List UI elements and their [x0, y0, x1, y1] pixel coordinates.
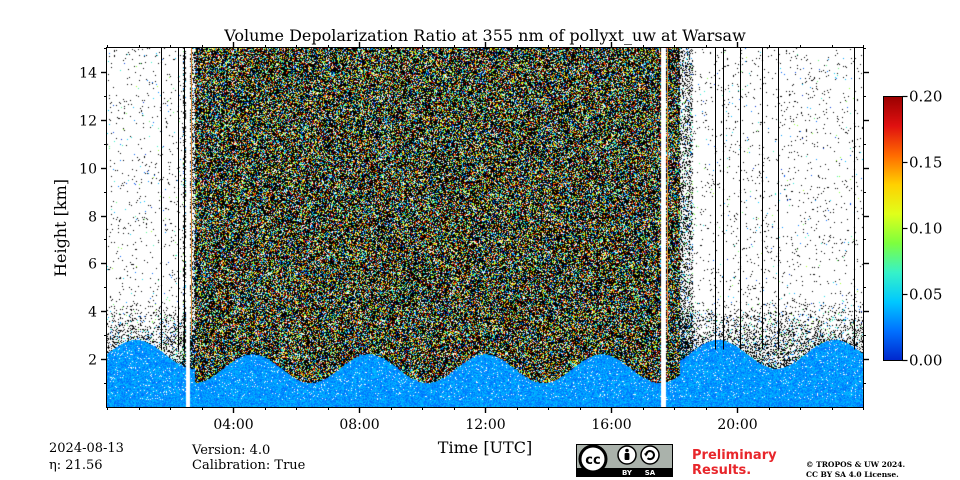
cc-icon — [578, 444, 608, 474]
y-tick-label: 12 — [79, 114, 97, 130]
x-tick-label: 20:00 — [717, 417, 757, 433]
colorbar-tick-label: 0.10 — [909, 220, 942, 238]
colorbar-tick-label: 0.05 — [909, 286, 942, 304]
cc-letters: cc — [585, 453, 600, 468]
calibration-label: Calibration: True — [192, 458, 306, 473]
x-tick-label: 08:00 — [339, 417, 379, 433]
profile-lines — [161, 48, 855, 350]
heatmap-image — [107, 48, 863, 407]
y-axis-label: Height [km] — [51, 179, 70, 277]
eta-label: η: 21.56 — [49, 458, 103, 473]
x-tick-label: 12:00 — [465, 417, 505, 433]
y-tick-label: 4 — [88, 305, 97, 321]
x-axis-ticks: 04:00 08:00 12:00 16:00 20:00 — [107, 42, 864, 433]
x-tick-label: 16:00 — [591, 417, 631, 433]
colorbar-tick-label: 0.20 — [909, 88, 942, 106]
colorbar-tick-label: 0.15 — [909, 154, 942, 172]
license-text[interactable]: © TROPOS & UW 2024. CC BY SA 4.0 License… — [806, 460, 906, 479]
sa-label: SA — [645, 469, 656, 477]
colorbar-ticks: 0.00 0.05 0.10 0.15 0.20 — [902, 88, 942, 370]
sa-icon — [640, 445, 660, 465]
cc-by-sa-badge[interactable]: cc BY SA — [576, 444, 673, 477]
by-label: BY — [622, 469, 633, 477]
x-axis-label: Time [UTC] — [438, 438, 532, 457]
y-axis-ticks: 2 4 6 8 10 12 14 — [79, 48, 869, 384]
y-tick-label: 8 — [88, 210, 97, 226]
y-tick-label: 6 — [88, 257, 97, 273]
y-tick-label: 10 — [79, 162, 97, 178]
y-tick-label: 2 — [88, 353, 97, 369]
colorbar-tick-label: 0.00 — [909, 352, 942, 370]
date-label: 2024-08-13 — [49, 441, 124, 456]
colorbar — [883, 96, 903, 361]
version-label: Version: 4.0 — [192, 443, 271, 458]
y-tick-label: 14 — [79, 66, 97, 82]
preliminary-note: Preliminary Results. — [692, 448, 777, 478]
chart-title: Volume Depolarization Ratio at 355 nm of… — [223, 26, 746, 45]
x-tick-label: 04:00 — [213, 417, 253, 433]
